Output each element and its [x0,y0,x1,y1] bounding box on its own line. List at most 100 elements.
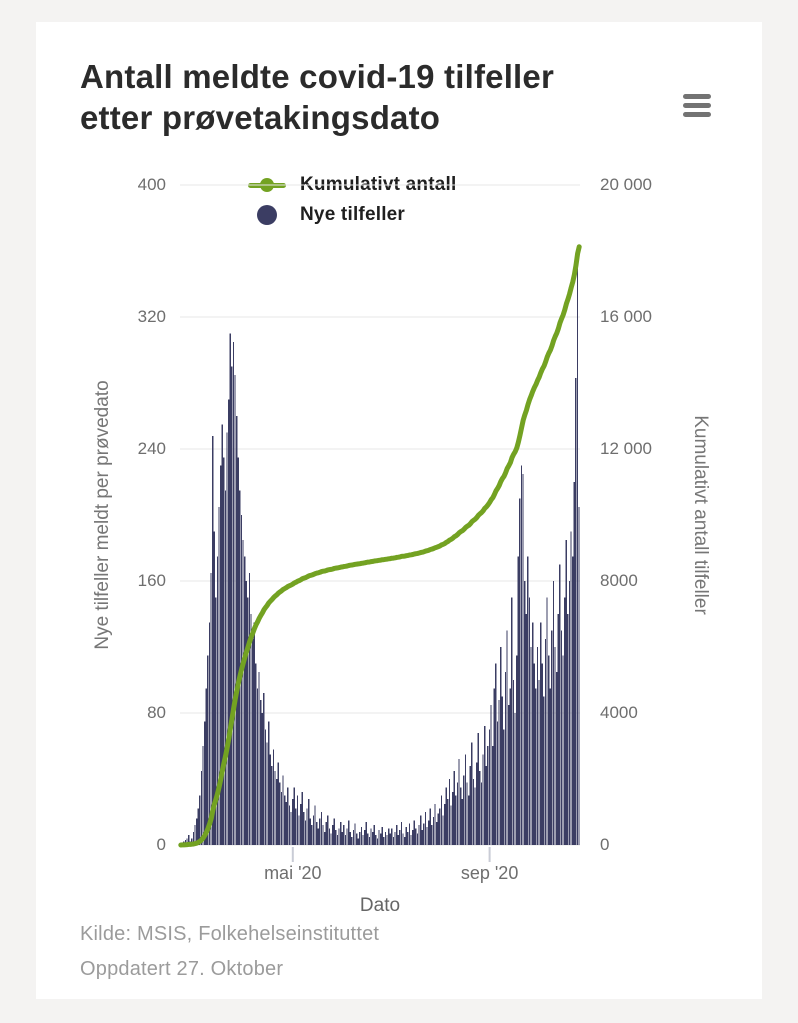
bar[interactable] [357,838,359,845]
bar[interactable] [232,341,235,845]
bar[interactable] [384,831,387,845]
bar[interactable] [394,831,396,845]
bar[interactable] [298,815,300,845]
bar[interactable] [212,435,214,845]
bar[interactable] [383,836,385,845]
bar[interactable] [309,818,311,845]
bar[interactable] [429,808,431,845]
bar[interactable] [511,597,513,846]
bar[interactable] [228,399,230,846]
bar[interactable] [290,812,292,845]
bar[interactable] [493,688,495,845]
bar[interactable] [215,597,217,846]
bar[interactable] [391,828,393,846]
bar[interactable] [565,539,567,845]
bar[interactable] [269,754,271,845]
bar[interactable] [458,759,460,845]
bar[interactable] [404,836,406,845]
bar[interactable] [322,825,324,845]
bar[interactable] [466,782,468,845]
bar[interactable] [399,830,401,845]
bar[interactable] [480,782,483,845]
bar[interactable] [264,729,267,846]
bar[interactable] [576,267,579,846]
bar[interactable] [522,473,524,845]
bar[interactable] [500,647,502,845]
bar[interactable] [560,630,563,846]
bar[interactable] [282,775,284,845]
bar[interactable] [535,688,537,845]
bar[interactable] [424,812,427,845]
bar[interactable] [308,798,310,845]
bar[interactable] [444,803,446,845]
bar[interactable] [562,655,564,845]
bar[interactable] [437,813,439,845]
bar[interactable] [516,655,518,845]
bar[interactable] [229,333,231,846]
bar[interactable] [216,556,219,845]
bar[interactable] [370,828,372,846]
bar[interactable] [332,825,334,845]
bar[interactable] [578,506,580,845]
bar[interactable] [447,798,449,845]
bar[interactable] [296,795,299,846]
bar[interactable] [205,688,207,845]
bar[interactable] [519,498,521,846]
bar[interactable] [479,770,481,845]
bar[interactable] [223,457,225,845]
bar[interactable] [402,833,404,845]
bar[interactable] [575,378,577,845]
bar[interactable] [543,696,545,846]
bar[interactable] [362,835,364,845]
bar[interactable] [213,531,215,846]
bar[interactable] [303,812,305,845]
bar[interactable] [501,696,503,846]
bar[interactable] [306,808,308,845]
bar[interactable] [461,798,463,845]
bar[interactable] [352,830,355,845]
bar[interactable] [428,820,430,845]
bar[interactable] [389,833,391,845]
bar[interactable] [231,366,233,846]
bar[interactable] [368,836,371,845]
bar[interactable] [226,432,228,846]
bar[interactable] [218,506,220,845]
bar[interactable] [392,836,395,845]
bar[interactable] [503,729,505,846]
bar[interactable] [210,572,212,845]
bar[interactable] [476,762,478,846]
bar[interactable] [256,688,259,845]
bar[interactable] [221,424,223,845]
bar[interactable] [360,826,363,845]
bar[interactable] [400,821,403,845]
bar[interactable] [336,835,339,845]
bar[interactable] [300,803,302,845]
bar[interactable] [341,831,343,845]
bar[interactable] [450,805,452,845]
bar[interactable] [188,835,190,845]
bar[interactable] [432,816,435,845]
bar[interactable] [495,663,497,846]
bar[interactable] [280,792,283,845]
bar[interactable] [426,826,428,845]
bar[interactable] [524,581,526,845]
bar[interactable] [498,699,500,845]
bar[interactable] [405,826,407,845]
bar[interactable] [508,704,510,845]
bar[interactable] [327,815,329,845]
bar[interactable] [255,663,257,846]
bar[interactable] [520,465,523,846]
bar[interactable] [506,630,508,846]
bar[interactable] [488,729,491,846]
bar[interactable] [463,775,465,845]
bar[interactable] [453,770,455,845]
bar[interactable] [442,815,444,845]
bar[interactable] [546,597,548,846]
bar[interactable] [490,704,492,845]
bar[interactable] [263,693,265,845]
bar[interactable] [434,803,436,845]
bar[interactable] [408,823,411,845]
bar[interactable] [556,671,558,845]
bar[interactable] [407,831,409,845]
bar[interactable] [324,831,326,845]
